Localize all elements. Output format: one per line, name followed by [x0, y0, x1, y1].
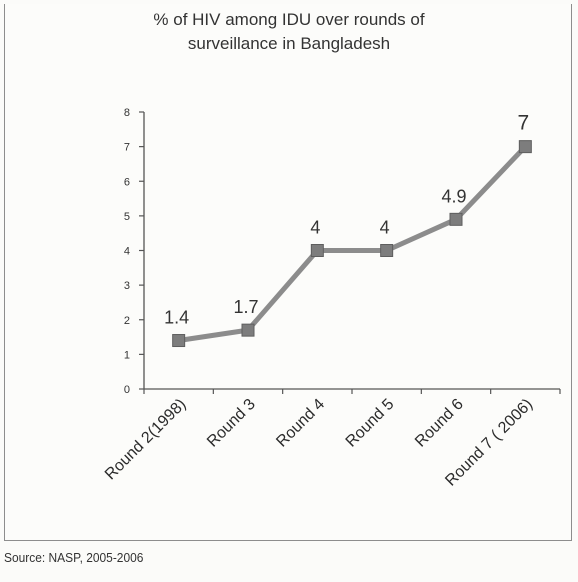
series-layer: [172, 140, 532, 348]
y-tick-label: 8: [124, 107, 130, 119]
data-point-marker: [380, 244, 394, 257]
y-tick-label: 6: [124, 176, 130, 188]
data-label: 4: [380, 218, 390, 238]
data-label: 4: [310, 218, 320, 238]
x-tick-label: Round 4: [273, 396, 328, 451]
chart-title-line-1: % of HIV among IDU over rounds of: [153, 10, 425, 29]
y-tick-label: 5: [124, 211, 130, 223]
data-point-marker: [518, 140, 532, 154]
axes: 0 1 2 3 4 5 6 7 8 Round 2(1998) Round 3 Round 4 Roun…: [102, 107, 561, 490]
data-label: 4.9: [441, 186, 466, 206]
data-point-marker: [241, 323, 255, 337]
y-tick-label: 2: [124, 315, 130, 327]
x-tick-label: Round 6: [412, 396, 467, 451]
x-tick-label: Round 5: [343, 396, 398, 451]
y-tick-label: 7: [124, 142, 130, 154]
y-tick-label: 1: [124, 349, 130, 361]
series-line: [178, 144, 528, 343]
data-labels: 1.4 1.7 4 4 4.9 7: [164, 112, 529, 328]
line-chart: 0 1 2 3 4 5 6 7 8 Round 2(1998) Round 3 Round 4 Roun…: [102, 107, 561, 490]
data-label: 1.7: [233, 297, 258, 317]
chart-title: % of HIV among IDU over rounds of survei…: [0, 8, 578, 56]
data-point-marker: [449, 212, 463, 226]
y-tick-label: 4: [124, 246, 130, 258]
chart-frame: [4, 4, 572, 541]
source-note: Source: NASP, 2005-2006: [4, 550, 144, 565]
data-label: 1.4: [164, 308, 189, 328]
x-tick-label: Round 2(1998): [102, 396, 190, 484]
chart-title-line-2: surveillance in Bangladesh: [187, 34, 391, 53]
data-point-marker: [310, 244, 324, 257]
y-tick-label: 0: [124, 384, 130, 396]
x-tick-label: Round 3: [204, 396, 259, 451]
data-label: 7: [517, 112, 529, 135]
y-tick-label: 3: [124, 280, 130, 292]
data-point-marker: [172, 334, 186, 348]
